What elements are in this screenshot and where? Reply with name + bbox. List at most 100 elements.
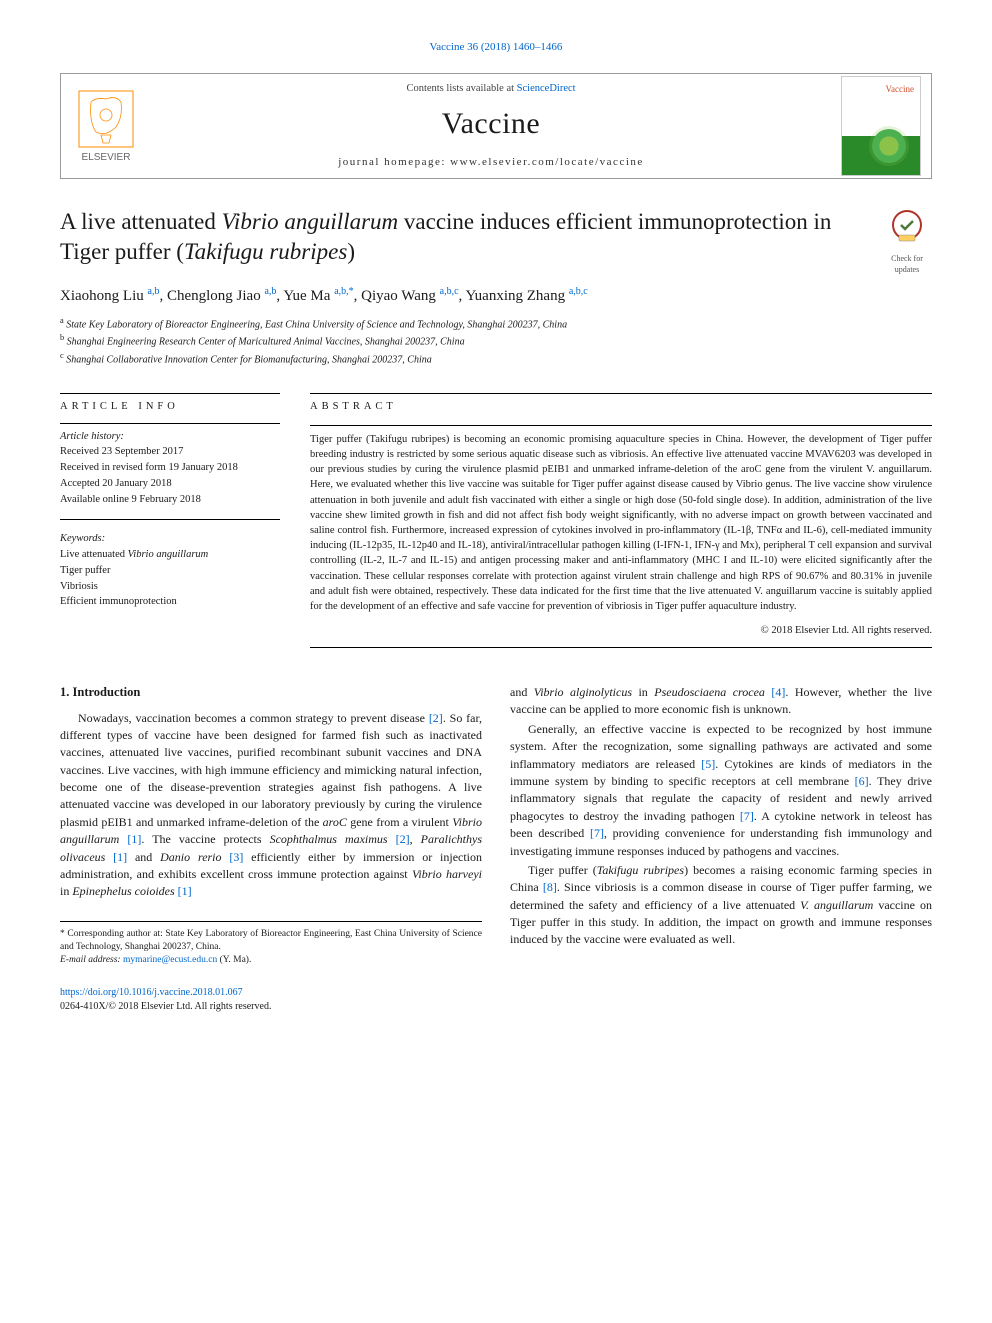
elsevier-logo-icon: ELSEVIER [71,87,141,165]
issn-copyright-line: 0264-410X/© 2018 Elsevier Ltd. All right… [60,1000,482,1014]
check-updates-text: Check for updates [882,253,932,275]
email-link[interactable]: mymarine@ecust.edu.cn [123,955,217,965]
author-2: Yue Ma a,b,* [283,288,353,304]
history-item-0: Received 23 September 2017 [60,444,280,460]
author-name-3: Qiyao Wang [361,288,436,304]
citation-link[interactable]: Vaccine 36 (2018) 1460–1466 [430,41,563,53]
affiliations-block: a State Key Laboratory of Bioreactor Eng… [60,315,932,367]
author-aff-4[interactable]: a,b,c [569,286,588,297]
sciencedirect-link[interactable]: ScienceDirect [517,83,576,94]
affiliation-1: b Shanghai Engineering Research Center o… [60,332,932,349]
author-aff-3[interactable]: a,b,c [440,286,459,297]
homepage-prefix: journal homepage: [338,156,450,168]
contents-prefix: Contents lists available at [406,83,516,94]
affiliation-2: c Shanghai Collaborative Innovation Cent… [60,350,932,367]
ref-link[interactable]: [2] [396,832,410,846]
journal-cover-icon [841,76,921,176]
ref-link[interactable]: [8] [543,880,557,894]
ref-link[interactable]: [1] [178,884,192,898]
title-row: A live attenuated Vibrio anguillarum vac… [60,207,932,275]
affiliation-0: a State Key Laboratory of Bioreactor Eng… [60,315,932,332]
check-updates-badge[interactable]: Check for updates [882,207,932,275]
doi-link[interactable]: https://doi.org/10.1016/j.vaccine.2018.0… [60,987,243,998]
citation-header: Vaccine 36 (2018) 1460–1466 [60,40,932,55]
body-column-left: 1. Introduction Nowadays, vaccination be… [60,684,482,1014]
keyword-2: Vibriosis [60,579,280,595]
history-item-2: Accepted 20 January 2018 [60,476,280,492]
authors-line: Xiaohong Liu a,b, Chenglong Jiao a,b, Yu… [60,285,932,307]
section-1-heading: 1. Introduction [60,684,482,702]
author-1: Chenglong Jiao a,b [167,288,276,304]
intro-para-3: Generally, an effective vaccine is expec… [510,721,932,860]
page-container: Vaccine 36 (2018) 1460–1466 ELSEVIER Con… [0,0,992,1054]
author-0: Xiaohong Liu a,b [60,288,159,304]
publisher-logo-cell: ELSEVIER [61,74,151,178]
intro-para-4: Tiger puffer (Takifugu rubripes) becomes… [510,862,932,949]
divider-1 [60,393,280,394]
title-italic-2: Takifugu rubripes [184,239,347,264]
history-item-1: Received in revised form 19 January 2018 [60,460,280,476]
abstract-heading: abstract [310,400,932,415]
corresponding-footnote: * Corresponding author at: State Key Lab… [60,921,482,968]
history-label: Article history: [60,430,280,445]
author-name-0: Xiaohong Liu [60,288,144,304]
intro-para-1: Nowadays, vaccination becomes a common s… [60,710,482,901]
body-columns: 1. Introduction Nowadays, vaccination be… [60,684,932,1014]
ref-link[interactable]: [5] [701,757,715,771]
corresponding-text: * Corresponding author at: State Key Lab… [60,928,482,955]
contents-available-line: Contents lists available at ScienceDirec… [161,82,821,97]
author-3: Qiyao Wang a,b,c [361,288,458,304]
author-name-2: Yue Ma [283,288,330,304]
journal-header-box: ELSEVIER Contents lists available at Sci… [60,73,932,179]
ref-link[interactable]: [2] [429,711,443,725]
author-name-1: Chenglong Jiao [167,288,261,304]
aff-text-0: State Key Laboratory of Bioreactor Engin… [66,319,567,330]
title-text-1: A live attenuated [60,209,222,234]
aff-text-1: Shanghai Engineering Research Center of … [67,337,465,348]
svg-text:ELSEVIER: ELSEVIER [82,152,131,163]
article-title: A live attenuated Vibrio anguillarum vac… [60,207,862,267]
body-column-right: and Vibrio alginolyticus in Pseudosciaen… [510,684,932,1014]
email-label: E-mail address: [60,955,123,965]
journal-header-center: Contents lists available at ScienceDirec… [151,74,831,178]
keyword-1: Tiger puffer [60,563,280,579]
check-updates-icon [887,207,927,247]
divider-3 [60,519,280,520]
journal-homepage-line: journal homepage: www.elsevier.com/locat… [161,155,821,170]
corresponding-email-line: E-mail address: mymarine@ecust.edu.cn (Y… [60,954,482,967]
history-item-3: Available online 9 February 2018 [60,492,280,508]
aff-sup-1: b [60,333,64,342]
aff-sup-2: c [60,351,64,360]
abstract-column: abstract Tiger puffer (Takifugu rubripes… [310,387,932,654]
ref-link[interactable]: [3] [229,850,243,864]
abstract-copyright: © 2018 Elsevier Ltd. All rights reserved… [310,624,932,639]
author-aff-0[interactable]: a,b [148,286,160,297]
ref-link[interactable]: [1] [113,850,127,864]
abstract-text: Tiger puffer (Takifugu rubripes) is beco… [310,432,932,615]
email-suffix: (Y. Ma). [217,955,251,965]
divider-4 [310,393,932,394]
footer-links: https://doi.org/10.1016/j.vaccine.2018.0… [60,986,482,1014]
author-aff-1[interactable]: a,b [264,286,276,297]
keyword-3: Efficient immunoprotection [60,594,280,610]
ref-link[interactable]: [1] [127,832,141,846]
cover-thumbnail-cell [831,74,931,178]
divider-2 [60,423,280,424]
ref-link[interactable]: [7] [590,826,604,840]
keywords-label: Keywords: [60,532,280,547]
ref-link[interactable]: [4] [771,685,785,699]
author-4: Yuanxing Zhang a,b,c [466,288,588,304]
homepage-url: www.elsevier.com/locate/vaccine [450,156,644,168]
article-info-heading: article info [60,400,280,415]
author-aff-2[interactable]: a,b,* [334,286,353,297]
author-name-4: Yuanxing Zhang [466,288,566,304]
intro-para-2: and Vibrio alginolyticus in Pseudosciaen… [510,684,932,719]
aff-text-2: Shanghai Collaborative Innovation Center… [66,354,432,365]
ref-link[interactable]: [6] [855,774,869,788]
aff-sup-0: a [60,316,64,325]
title-text-3: ) [347,239,355,264]
journal-name: Vaccine [161,103,821,145]
ref-link[interactable]: [7] [740,809,754,823]
info-abstract-row: article info Article history: Received 2… [60,387,932,654]
divider-5 [310,425,932,426]
